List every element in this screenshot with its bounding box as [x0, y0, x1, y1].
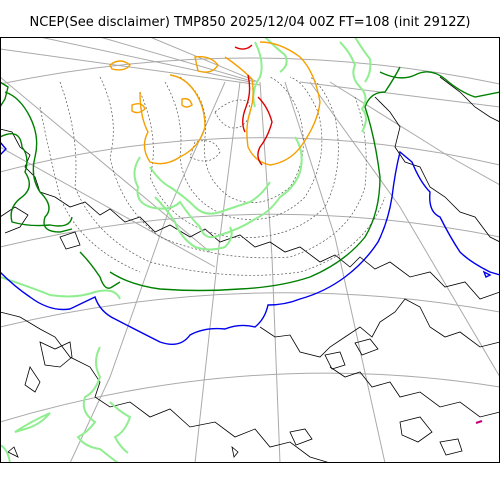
contour-line	[4, 91, 73, 233]
contour-line	[0, 276, 121, 300]
meridian-line	[194, 81, 241, 463]
meridian-line	[99, 37, 256, 83]
contour-line	[79, 251, 121, 289]
coastline	[0, 206, 29, 234]
contour-line	[224, 41, 321, 166]
contour-line	[109, 60, 131, 71]
meridian-line	[284, 81, 386, 463]
meridian-line	[299, 81, 500, 108]
contour-red	[234, 44, 273, 166]
latitude-circle	[0, 292, 500, 328]
map-panel	[0, 37, 500, 463]
coastline	[259, 298, 500, 358]
meridian-line	[0, 48, 261, 86]
meridian-line	[0, 146, 216, 268]
meridian-line	[69, 81, 226, 463]
contour-line	[482, 270, 492, 278]
meridian-line	[149, 37, 259, 83]
coastline	[354, 338, 379, 356]
latitude-circle	[0, 213, 500, 248]
contour-line	[14, 412, 51, 433]
contour-line	[0, 133, 73, 227]
contour-line	[154, 196, 233, 251]
isotherm-line	[189, 140, 221, 162]
contour-line	[131, 102, 146, 114]
coastline	[324, 351, 346, 370]
isotherm-line	[214, 99, 251, 129]
isotherm-line	[164, 76, 323, 220]
contour-line	[76, 346, 119, 463]
meridian-line	[309, 81, 500, 378]
graticule-longitude	[0, 37, 500, 463]
coastline	[439, 438, 463, 456]
meridian-line	[329, 81, 500, 186]
map-title: NCEP(See disclaimer) TMP850 2025/12/04 0…	[29, 15, 471, 30]
contour-line	[109, 66, 401, 292]
contour-line	[149, 166, 271, 215]
contour-line	[0, 444, 11, 463]
coastline	[24, 366, 41, 393]
contour-line	[109, 401, 132, 454]
coastline	[39, 341, 73, 368]
isotherm-line	[39, 106, 141, 273]
coastline	[7, 446, 19, 458]
isotherm-line	[139, 76, 339, 238]
map-background	[0, 37, 500, 463]
contour-dark-green	[0, 66, 500, 292]
coastline	[289, 428, 313, 446]
contour-blue	[0, 141, 500, 345]
coastline	[0, 311, 331, 463]
isotherm-line	[99, 76, 367, 259]
contour-line	[475, 420, 483, 424]
coastline	[439, 76, 500, 123]
contour-line	[339, 41, 367, 133]
contour-line	[379, 71, 500, 98]
contour-line	[242, 74, 251, 133]
contour-line	[234, 44, 253, 50]
coastline	[399, 416, 433, 443]
contour-line	[194, 55, 219, 73]
contour-line	[181, 97, 193, 108]
coastline	[329, 366, 500, 418]
meridian-line	[39, 37, 251, 83]
isotherm-line	[59, 81, 386, 276]
latitude-circle	[0, 137, 500, 173]
contour-line	[0, 141, 7, 156]
contour-line	[354, 37, 372, 83]
isotherms-thin	[39, 76, 386, 276]
contour-line	[139, 74, 206, 165]
contour-orange	[109, 41, 321, 166]
contour-magenta	[475, 420, 483, 424]
latitude-circle	[0, 372, 500, 423]
coastline	[231, 445, 239, 458]
temperature-map	[0, 37, 500, 463]
contour-line	[257, 96, 273, 166]
contour-line	[133, 136, 303, 239]
isotherm-line	[179, 76, 304, 203]
contour-line	[0, 150, 500, 345]
coastline	[59, 231, 81, 250]
coastline	[374, 96, 500, 243]
